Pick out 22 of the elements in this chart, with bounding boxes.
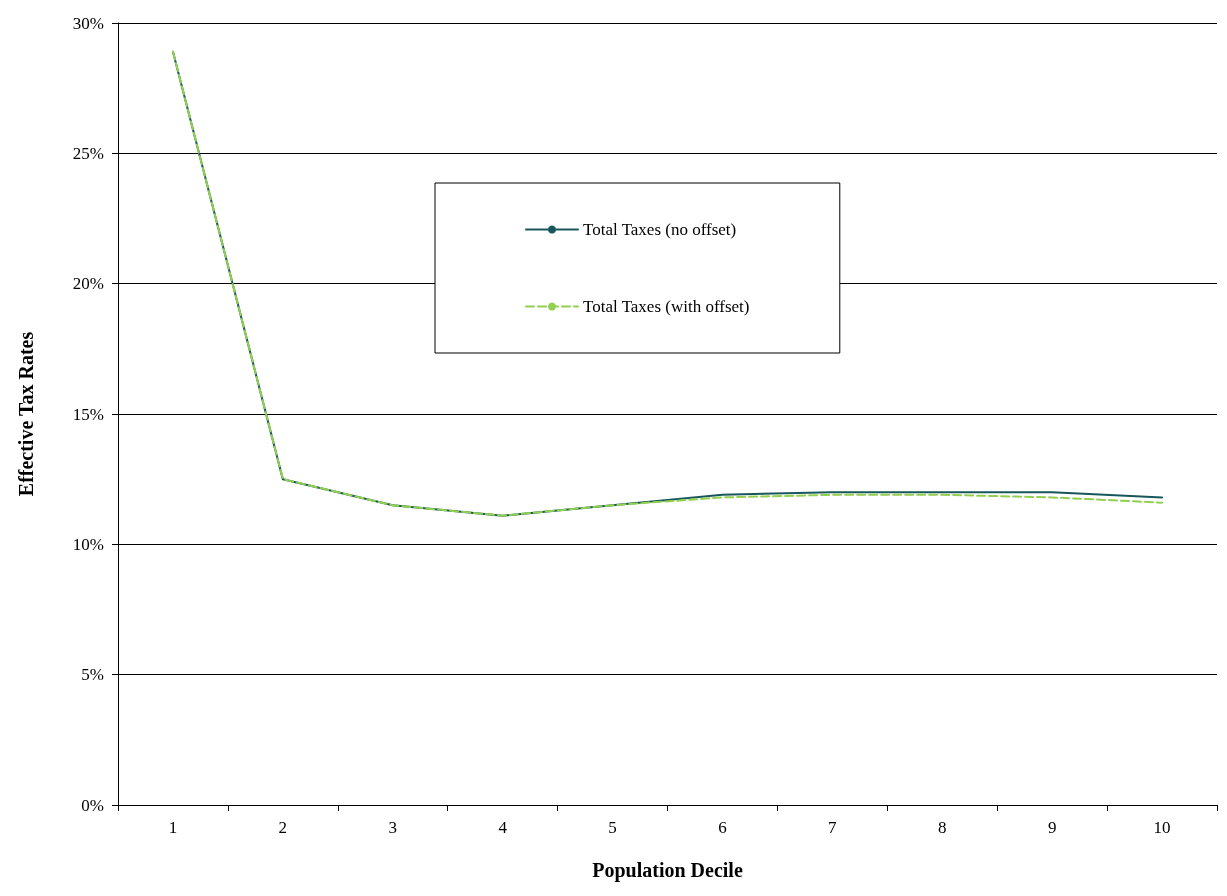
x-tick-label: 9 <box>1047 818 1057 837</box>
x-tick-label: 2 <box>278 818 288 837</box>
x-tick-label: 7 <box>828 818 838 837</box>
x-tick-label: 6 <box>718 818 727 837</box>
y-tick-label: 25% <box>72 143 104 163</box>
y-tick-label: 0% <box>81 795 104 815</box>
legend-label: Total Taxes (with offset) <box>583 297 750 316</box>
line-series <box>171 50 1164 517</box>
x-tick-label: 10 <box>1153 818 1171 837</box>
x-tick-label: 8 <box>938 818 947 837</box>
y-tick-label: 30% <box>72 13 104 33</box>
x-tick-label: 5 <box>608 818 617 837</box>
x-tick-label: 3 <box>388 818 397 837</box>
x-tick-label: 1 <box>168 818 178 837</box>
y-axis-title: Effective Tax Rates <box>15 331 37 497</box>
x-tick-label: 4 <box>498 818 508 837</box>
x-axis-title: Population Decile <box>592 859 743 882</box>
y-tick-label: 20% <box>72 274 104 294</box>
legend-label: Total Taxes (no offset) <box>583 220 737 239</box>
y-tick-label: 5% <box>81 665 104 685</box>
y-tick-label: 10% <box>72 534 104 554</box>
y-tick-label: 15% <box>72 404 104 424</box>
